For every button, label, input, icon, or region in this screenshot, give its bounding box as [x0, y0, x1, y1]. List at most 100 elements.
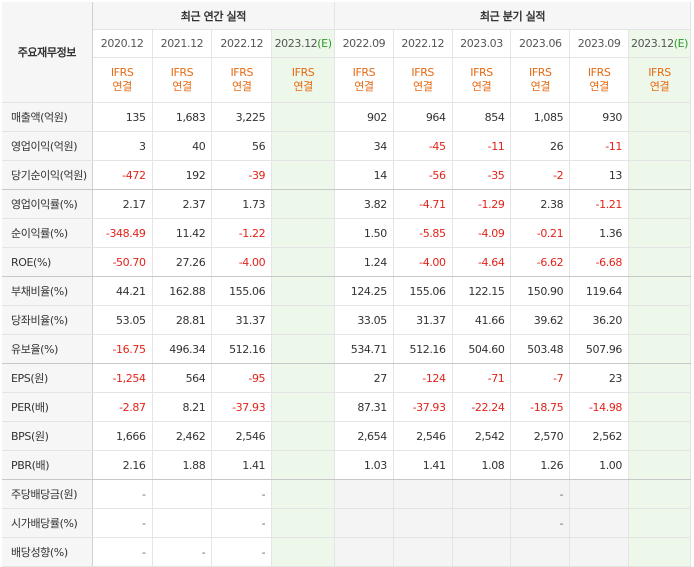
table-cell: -7: [510, 363, 571, 393]
consolidation-basis: 연결: [354, 80, 374, 93]
table-cell: [271, 218, 336, 248]
period-label: 2021.12: [160, 37, 204, 50]
table-cell: 8.21: [152, 392, 213, 422]
table-row: 부채비율(%) 44.21 162.88 155.06 124.25 155.06 122.…: [2, 276, 691, 306]
table-cell: 1.00: [569, 450, 630, 480]
column-accounting-basis: IFRS 연결: [152, 57, 213, 103]
table-cell: -1.29: [452, 189, 512, 219]
table-row: 유보율(%) -16.75 496.34 512.16 534.71 512.16 504.…: [2, 334, 691, 364]
table-cell: -1.22: [211, 218, 273, 248]
table-cell: -11: [452, 131, 512, 161]
table-cell: 31.37: [393, 305, 453, 335]
table-cell: 2,546: [211, 421, 273, 451]
table-cell: -: [152, 537, 213, 567]
table-cell: 155.06: [211, 276, 273, 306]
table-cell: -4.00: [393, 247, 453, 277]
table-cell: -37.93: [393, 392, 453, 422]
table-cell: 150.90: [510, 276, 571, 306]
table-row: 매출액(억원) 135 1,683 3,225 902 964 854 1,085 930: [2, 102, 691, 132]
period-label: 2023.03: [460, 37, 503, 50]
table-cell: -2.87: [92, 392, 153, 422]
table-cell: 44.21: [92, 276, 153, 306]
table-cell: 1.88: [152, 450, 213, 480]
row-label: 당기순이익(억원): [2, 160, 93, 190]
table-cell: [271, 102, 336, 132]
accounting-standard: IFRS: [291, 66, 315, 79]
accounting-standard: IFRS: [529, 66, 552, 79]
table-cell: 2.17: [92, 189, 153, 219]
table-cell: [628, 218, 691, 248]
table-cell: [271, 479, 336, 509]
table-cell: [628, 508, 691, 538]
table-cell: [152, 479, 213, 509]
table-cell: 11.42: [152, 218, 213, 248]
table-cell: -50.70: [92, 247, 153, 277]
table-cell: [271, 160, 336, 190]
table-row: 영업이익(억원) 3 40 56 34 -45 -11 26 -11: [2, 131, 691, 161]
table-cell: -0.21: [510, 218, 571, 248]
column-accounting-basis: IFRS 연결: [211, 57, 273, 103]
row-label: 순이익률(%): [2, 218, 93, 248]
table-cell: 496.34: [152, 334, 213, 364]
table-cell: 53.05: [92, 305, 153, 335]
table-cell: -5.85: [393, 218, 453, 248]
row-label: 영업이익률(%): [2, 189, 93, 219]
table-cell: -6.62: [510, 247, 571, 277]
row-label: 당좌비율(%): [2, 305, 93, 335]
table-cell: [569, 479, 630, 509]
column-period: 2022.09: [334, 29, 394, 58]
table-cell: 512.16: [211, 334, 273, 364]
row-label: PER(배): [2, 392, 93, 422]
table-cell: [271, 247, 336, 277]
accounting-standard: IFRS: [230, 66, 254, 79]
table-cell: [393, 537, 453, 567]
row-label: EPS(원): [2, 363, 93, 393]
table-cell: 1.41: [393, 450, 453, 480]
table-cell: [628, 102, 691, 132]
table-row: ROE(%) -50.70 27.26 -4.00 1.24 -4.00 -4.64 -6.6…: [2, 247, 691, 277]
table-cell: 27.26: [152, 247, 213, 277]
table-cell: -4.71: [393, 189, 453, 219]
table-cell: [628, 160, 691, 190]
table-cell: 33.05: [334, 305, 394, 335]
table-cell: [628, 305, 691, 335]
table-cell: [393, 479, 453, 509]
table-cell: [271, 537, 336, 567]
table-row: 순이익률(%) -348.49 11.42 -1.22 1.50 -5.85 -4.09 -0…: [2, 218, 691, 248]
table-cell: 23: [569, 363, 630, 393]
table-cell: -1,254: [92, 363, 153, 393]
accounting-standard: IFRS: [648, 66, 671, 79]
row-label: ROE(%): [2, 247, 93, 277]
table-cell: 512.16: [393, 334, 453, 364]
table-cell: [152, 508, 213, 538]
table-cell: [271, 421, 336, 451]
table-cell: [271, 334, 336, 364]
table-cell: 34: [334, 131, 394, 161]
table-cell: 192: [152, 160, 213, 190]
table-cell: -4.00: [211, 247, 273, 277]
consolidation-basis: 연결: [649, 80, 670, 93]
table-row: 주당배당금(원) - - -: [2, 479, 691, 509]
table-cell: 2.38: [510, 189, 571, 219]
table-row: 당기순이익(억원) -472 192 -39 14 -56 -35 -2 13: [2, 160, 691, 190]
table-cell: -71: [452, 363, 512, 393]
table-cell: 3.82: [334, 189, 394, 219]
table-cell: -348.49: [92, 218, 153, 248]
column-period: 2022.12: [211, 29, 273, 58]
column-accounting-basis: IFRS 연결: [334, 57, 394, 103]
column-accounting-basis: IFRS 연결: [452, 57, 512, 103]
table-cell: [271, 276, 336, 306]
accounting-standard: IFRS: [587, 66, 611, 79]
table-cell: -18.75: [510, 392, 571, 422]
table-row: 배당성향(%) - - -: [2, 537, 691, 567]
table-cell: 3,225: [211, 102, 273, 132]
table-cell: [271, 131, 336, 161]
table-cell: -: [211, 537, 273, 567]
consolidation-basis: 연결: [293, 80, 313, 93]
table-cell: 14: [334, 160, 394, 190]
column-accounting-basis: IFRS 연결: [569, 57, 630, 103]
table-cell: 504.60: [452, 334, 512, 364]
period-label: 2022.12: [401, 37, 445, 50]
table-cell: 162.88: [152, 276, 213, 306]
